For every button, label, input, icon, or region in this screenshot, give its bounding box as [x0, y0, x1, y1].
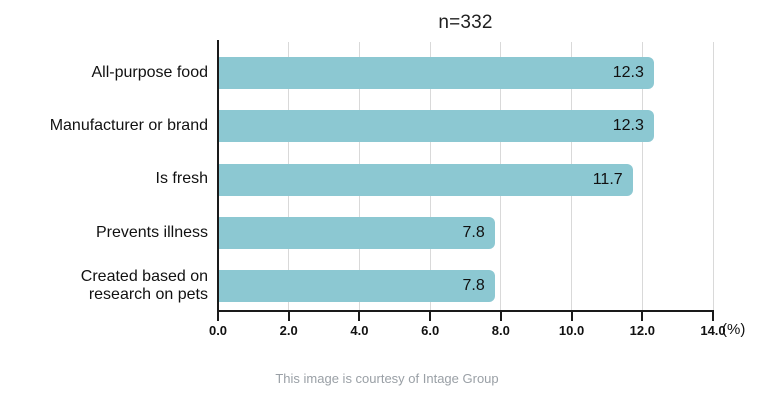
x-axis-tick-label: 2.0: [279, 323, 298, 338]
bar-value-label: 7.8: [462, 277, 485, 295]
bar: 7.8: [219, 216, 495, 249]
gridline: [712, 42, 714, 310]
bar-value-label: 7.8: [462, 223, 485, 241]
x-axis-tick-label: 4.0: [350, 323, 369, 338]
x-axis-tick-label: 6.0: [421, 323, 440, 338]
x-axis-tick-label: 10.0: [558, 323, 585, 338]
category-label: Manufacturer or brand: [49, 117, 208, 135]
x-axis-tick-label: 14.0: [700, 323, 726, 338]
category-label: Is fresh: [155, 170, 208, 188]
x-axis-tick: [712, 312, 714, 321]
x-axis-tick-label: 8.0: [491, 323, 510, 338]
category-label: Created based on research on pets: [80, 267, 208, 304]
chart-title: n=332: [438, 12, 493, 33]
bar: 12.3: [219, 57, 654, 89]
gridline: [641, 42, 643, 310]
x-axis-tick: [570, 312, 573, 321]
image-credit: This image is courtesy of Intage Group: [275, 371, 499, 386]
bar-value-label: 11.7: [592, 170, 623, 188]
bar: 7.8: [219, 270, 495, 303]
y-axis: [217, 40, 219, 310]
x-axis-tick: [499, 312, 502, 321]
x-axis-unit-label: (%): [722, 321, 746, 338]
bar: 11.7: [219, 163, 633, 196]
x-axis-tick: [429, 312, 432, 321]
x-axis-tick: [641, 312, 644, 321]
x-axis-tick: [287, 312, 290, 321]
x-axis: [217, 310, 714, 312]
category-label: All-purpose food: [91, 63, 208, 81]
category-label: Prevents illness: [95, 223, 208, 241]
x-axis-tick-label: 12.0: [629, 323, 655, 338]
bar-value-label: 12.3: [612, 117, 644, 135]
x-axis-tick: [217, 312, 219, 321]
bar: 12.3: [219, 110, 654, 143]
bar-value-label: 12.3: [612, 64, 644, 81]
x-axis-tick-label: 0.0: [208, 323, 228, 338]
x-axis-tick: [358, 312, 361, 321]
